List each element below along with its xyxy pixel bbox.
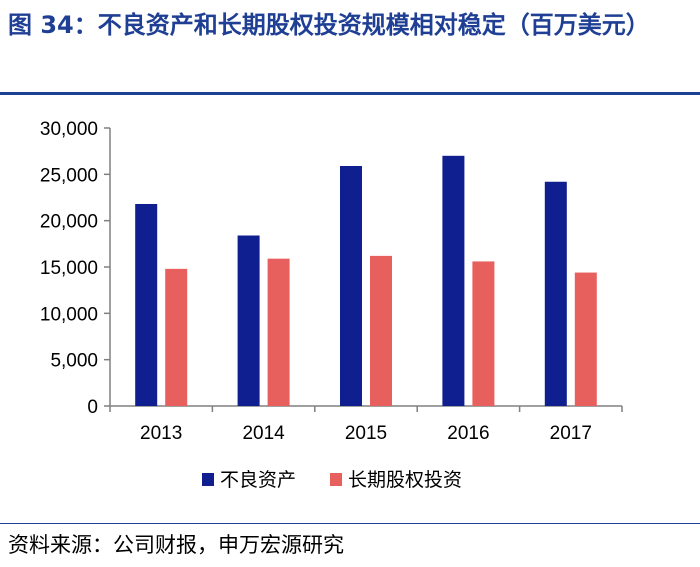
y-tick-label: 25,000 <box>40 165 98 186</box>
source-divider <box>0 523 700 524</box>
bar-npl-2015 <box>340 165 362 406</box>
bars <box>135 155 597 406</box>
x-tick-label: 2013 <box>140 423 182 444</box>
legend-swatch <box>330 473 342 486</box>
legend-label: 长期股权投资 <box>348 469 462 491</box>
x-tick-label: 2017 <box>550 423 592 444</box>
y-tick-label: 0 <box>87 397 98 418</box>
bar-lt-equity-2015 <box>370 255 392 406</box>
x-tick-label: 2015 <box>345 423 387 444</box>
x-axis: 2013 2014 2015 2016 2017 <box>109 405 623 444</box>
bar-lt-equity-2016 <box>472 261 495 406</box>
y-tick-label: 5,000 <box>50 351 98 372</box>
x-tick-label: 2014 <box>242 423 285 444</box>
bar-lt-equity-2017 <box>574 272 597 406</box>
bar-npl-2014 <box>237 235 260 406</box>
bar-chart: 0 5,000 10,000 15,000 20,000 25,000 30,000 201… <box>40 119 623 491</box>
y-axis: 0 5,000 10,000 15,000 20,000 25,000 30,000 <box>40 119 111 418</box>
y-tick-label: 10,000 <box>40 304 98 325</box>
bar-npl-2017 <box>544 181 567 406</box>
y-tick-label: 15,000 <box>40 258 98 279</box>
bar-npl-2013 <box>135 203 158 406</box>
bar-npl-2016 <box>442 155 465 406</box>
legend: 不良资产 长期股权投资 <box>202 469 462 491</box>
y-tick-label: 30,000 <box>40 119 98 140</box>
source-note: 资料来源：公司财报，申万宏源研究 <box>8 533 344 557</box>
title-divider <box>0 92 700 95</box>
y-tick-label: 20,000 <box>40 212 98 233</box>
legend-swatch <box>202 473 214 486</box>
bar-lt-equity-2013 <box>165 268 188 406</box>
bar-lt-equity-2014 <box>267 258 290 406</box>
legend-label: 不良资产 <box>220 469 296 491</box>
chart-title: 图 34：不良资产和长期股权投资规模相对稳定（百万美元） <box>8 11 650 39</box>
x-tick-label: 2016 <box>447 423 489 444</box>
